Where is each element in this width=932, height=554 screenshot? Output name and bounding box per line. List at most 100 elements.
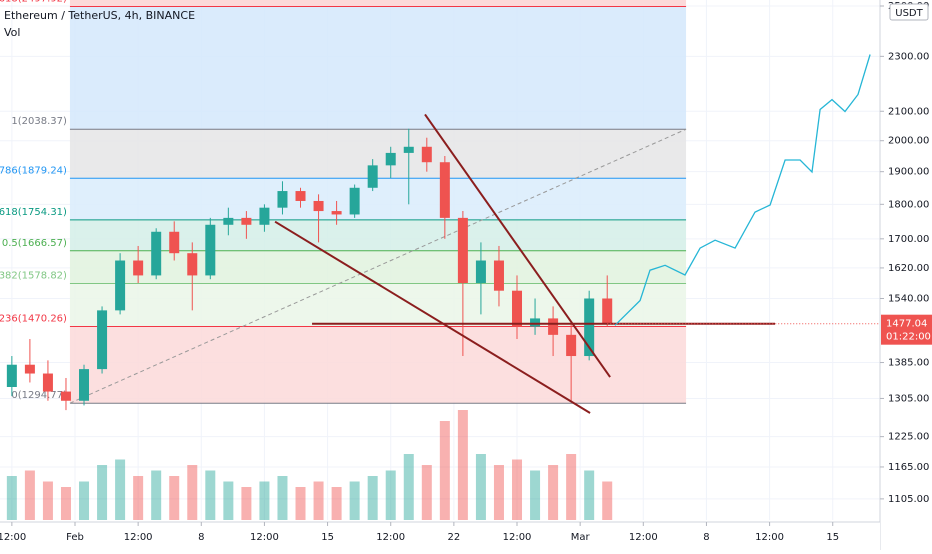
last-price-box <box>881 314 932 345</box>
volume-bar <box>259 481 270 520</box>
candle-body <box>205 224 216 276</box>
volume-bar <box>584 470 595 520</box>
candle-body <box>530 318 541 327</box>
y-tick-label: 1620.00 <box>888 263 929 274</box>
candle-body <box>295 191 306 201</box>
candle-body <box>24 364 35 374</box>
fib-band <box>69 250 687 284</box>
fib-band <box>69 178 687 220</box>
candle-body <box>548 318 559 335</box>
candle-body <box>277 191 288 208</box>
candle-body <box>566 334 577 357</box>
y-tick-label: 1105.00 <box>888 494 929 505</box>
countdown-label: 01:22:00 <box>886 332 931 343</box>
fib-level-label: 1.618(2497.92) <box>0 0 67 5</box>
candle-body <box>313 200 324 212</box>
candle-body <box>6 364 17 387</box>
fib-level-label: 0.5(1666.57) <box>2 238 67 249</box>
volume-bar <box>512 459 523 520</box>
volume-bar <box>151 470 162 520</box>
candle-body <box>367 165 378 188</box>
fib-level-label: 0(1294.77) <box>11 390 67 401</box>
candle-body <box>169 231 180 254</box>
volume-bar <box>277 476 288 520</box>
candle-body <box>60 391 71 401</box>
volume-bar <box>439 421 450 520</box>
volume-bar <box>530 470 541 520</box>
volume-bar <box>421 465 432 520</box>
volume-bar <box>313 481 324 520</box>
x-tick-label: Feb <box>66 532 84 543</box>
candle-body <box>493 260 504 291</box>
volume-bar <box>602 481 613 520</box>
candle-body <box>42 373 53 392</box>
x-tick-label: 12:00 <box>629 532 658 543</box>
volume-bar <box>115 459 126 520</box>
fib-level-label: 0.786(1879.24) <box>0 165 67 176</box>
volume-bar <box>295 487 306 520</box>
x-tick-label: 22 <box>447 532 460 543</box>
volume-bar <box>385 470 396 520</box>
candle-body <box>403 146 414 153</box>
candle-body <box>79 369 90 401</box>
fib-level-label: 0.236(1470.26) <box>0 313 67 324</box>
symbol-title: Ethereum / TetherUS, 4h, BINANCE <box>4 9 195 22</box>
price-axis <box>880 0 932 550</box>
candle-body <box>259 207 270 225</box>
x-tick-label: 12:00 <box>124 532 153 543</box>
candle-body <box>151 231 162 276</box>
currency-box <box>889 3 929 21</box>
volume-bar <box>133 476 144 520</box>
y-tick-label: 1225.00 <box>888 432 929 443</box>
x-tick-label: Mar <box>571 532 591 543</box>
candle-body <box>385 152 396 166</box>
volume-bar <box>493 465 504 520</box>
y-tick-label: 1800.00 <box>888 199 929 210</box>
y-tick-label: 1900.00 <box>888 167 929 178</box>
candle-body <box>331 211 342 215</box>
volume-bar <box>60 487 71 520</box>
candle-body <box>584 298 595 357</box>
fib-band <box>69 0 687 7</box>
fib-band <box>69 283 687 327</box>
volume-bar <box>79 481 90 520</box>
trend-line <box>424 113 611 378</box>
fib-level-label: 1(2038.37) <box>11 116 67 127</box>
volume-bar <box>169 476 180 520</box>
volume-bar <box>566 454 577 520</box>
x-tick-label: 12:00 <box>250 532 279 543</box>
candle-body <box>602 298 613 324</box>
candle-body <box>439 162 450 218</box>
candle-body <box>349 187 360 215</box>
projection-line <box>614 54 871 326</box>
volume-bar <box>241 487 252 520</box>
x-tick-label: 8 <box>198 532 204 543</box>
volume-bar <box>205 470 216 520</box>
y-tick-label: 2000.00 <box>888 136 929 147</box>
volume-bar <box>223 481 234 520</box>
fib-trend-line <box>69 128 687 404</box>
candle-body <box>512 290 523 327</box>
time-axis <box>0 522 880 550</box>
volume-bar <box>457 410 468 520</box>
y-tick-label: 1700.00 <box>888 234 929 245</box>
fib-level-label: 0.382(1578.82) <box>0 270 67 281</box>
volume-bar <box>42 481 53 520</box>
candle-body <box>97 310 108 370</box>
x-tick-label: 8 <box>703 532 709 543</box>
x-tick-label: 12:00 <box>755 532 784 543</box>
currency-label: USDT <box>895 8 923 19</box>
fib-band <box>69 219 687 251</box>
candle-body <box>241 217 252 225</box>
volume-bar <box>331 487 342 520</box>
candle-body <box>475 260 486 284</box>
candle-body <box>223 217 234 225</box>
x-tick-label: 15 <box>826 532 839 543</box>
y-tick-label: 1305.00 <box>888 393 929 404</box>
candle-body <box>133 260 144 276</box>
candle-body <box>115 260 126 311</box>
volume-bar <box>475 454 486 520</box>
volume-bar <box>6 476 17 520</box>
y-tick-label: 2100.00 <box>888 106 929 117</box>
